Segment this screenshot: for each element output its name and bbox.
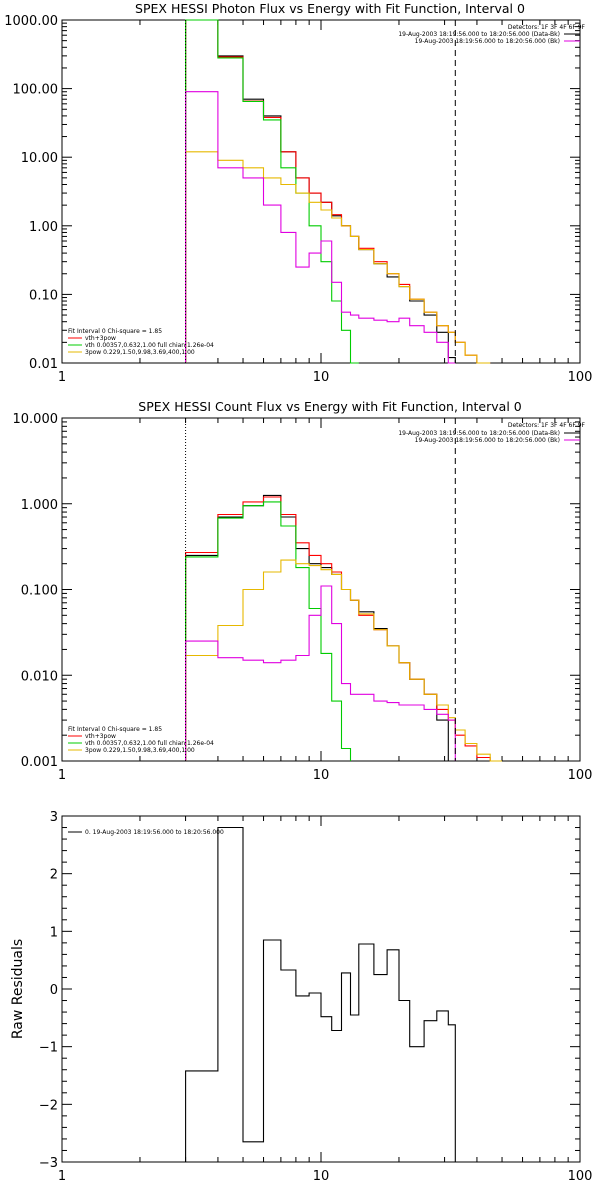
photon-fit-legend: Fit Interval 0 Chi-square = 1.85 vth+3po… xyxy=(68,328,214,356)
y-tick-label: 3 xyxy=(50,810,58,825)
powerlaw-series xyxy=(185,559,502,762)
thermal-series xyxy=(185,501,352,761)
y-tick-label: 10.000 xyxy=(13,412,59,427)
y-tick-label: 2 xyxy=(50,868,58,883)
y-tick-label: 0.10 xyxy=(29,288,58,303)
x-tick-label: 100 xyxy=(568,370,593,385)
count-info-top: Detectors: 1F 3F 4F 6F 9F 19-Aug-2003 18… xyxy=(398,422,585,444)
count-axis-ticks: 1 10 100 10.000 1.000 0.100 0.010 0.001 xyxy=(13,412,593,783)
data-series xyxy=(185,494,449,761)
count-bk-interval-label: 19-Aug-2003 18:19:56.000 to 18:20:56.000… xyxy=(415,437,560,444)
total-series xyxy=(185,496,491,761)
residuals-plot-frame xyxy=(61,815,581,1163)
photon-bk-interval-label: 19-Aug-2003 18:19:56.000 to 18:20:56.000… xyxy=(415,38,560,45)
count-energy-markers xyxy=(185,418,456,761)
y-tick-label: 1000.00 xyxy=(4,14,58,29)
fit-legend-label: vth 0.00357,0.632,1.00 full chian 1.26e-… xyxy=(85,342,214,349)
x-tick-label: 10 xyxy=(313,768,330,783)
count-flux-panel: SPEX HESSI Count Flux vs Energy with Fit… xyxy=(13,399,593,783)
y-tick-label: 0.01 xyxy=(29,357,58,372)
y-tick-label: 1 xyxy=(50,925,58,940)
data-series xyxy=(185,19,456,363)
background-series xyxy=(185,91,456,364)
photon-plot-frame xyxy=(61,19,581,364)
residuals-series xyxy=(185,826,456,1162)
y-tick-label: 100.00 xyxy=(13,83,59,98)
y-tick-label: 0.100 xyxy=(21,584,58,599)
photon-detectors-label: Detectors: 1F 3F 4F 6F 9F xyxy=(508,24,586,31)
x-tick-label: 1 xyxy=(58,768,66,783)
x-tick-label: 1 xyxy=(58,370,66,385)
y-tick-label: 10.00 xyxy=(21,151,58,166)
count-panel-title: SPEX HESSI Count Flux vs Energy with Fit… xyxy=(138,399,521,414)
y-tick-label: 0.001 xyxy=(21,755,58,770)
fit-legend-label: vth 0.00357,0.632,1.00 full chian 1.26e-… xyxy=(85,740,214,747)
y-tick-label: 1.000 xyxy=(21,498,58,513)
fit-legend-label: vth+3pow xyxy=(85,733,116,740)
powerlaw-series xyxy=(185,151,491,364)
y-tick-label: 1.00 xyxy=(29,220,58,235)
x-tick-label: 10 xyxy=(313,1169,330,1184)
photon-axis-ticks: 1 10 100 1000.00 100.00 10.00 1.00 0.10 0.01 xyxy=(4,14,592,385)
fit-legend-label: 3pow 0.229,1.50,9.98,3.69,400,1.00 xyxy=(85,349,195,356)
thermal-series xyxy=(185,19,359,364)
photon-fit-chisq: Fit Interval 0 Chi-square = 1.85 xyxy=(68,328,162,335)
count-fit-chisq: Fit Interval 0 Chi-square = 1.85 xyxy=(68,726,162,733)
residual-series xyxy=(185,826,456,1162)
x-tick-label: 100 xyxy=(568,768,593,783)
x-tick-label: 10 xyxy=(313,370,330,385)
residuals-legend: 0. 19-Aug-2003 18:19:56.000 to 18:20:56.… xyxy=(68,829,224,836)
fit-legend-label: 3pow 0.229,1.50,9.98,3.69,400,1.00 xyxy=(85,747,195,754)
photon-flux-panel: SPEX HESSI Photon Flux vs Energy with Fi… xyxy=(4,1,592,385)
count-series xyxy=(185,494,502,762)
y-tick-label: −1 xyxy=(39,1041,58,1056)
y-tick-label: −3 xyxy=(39,1156,58,1171)
fit-legend-label: vth+3pow xyxy=(85,335,116,342)
y-tick-label: 0.010 xyxy=(21,669,58,684)
residuals-legend-label: 0. 19-Aug-2003 18:19:56.000 to 18:20:56.… xyxy=(85,829,224,836)
y-tick-label: −2 xyxy=(39,1098,58,1113)
count-fit-legend: Fit Interval 0 Chi-square = 1.85 vth+3po… xyxy=(68,726,214,754)
background-series xyxy=(185,585,456,761)
photon-data-interval-label: 19-Aug-2003 18:19:56.000 to 18:20:56.000… xyxy=(398,31,560,38)
x-tick-label: 100 xyxy=(568,1169,593,1184)
count-data-interval-label: 19-Aug-2003 18:19:56.000 to 18:20:56.000… xyxy=(398,430,560,437)
photon-panel-title: SPEX HESSI Photon Flux vs Energy with Fi… xyxy=(135,1,525,16)
residuals-y-axis-label: Raw Residuals xyxy=(10,939,26,1039)
total-series xyxy=(185,19,491,364)
y-tick-label: 0 xyxy=(50,983,58,998)
photon-info-top: Detectors: 1F 3F 4F 6F 9F 19-Aug-2003 18… xyxy=(398,24,585,45)
count-detectors-label: Detectors: 1F 3F 4F 6F 9F xyxy=(508,422,586,429)
photon-series xyxy=(185,19,491,364)
x-tick-label: 1 xyxy=(58,1169,66,1184)
photon-energy-markers xyxy=(185,20,456,363)
